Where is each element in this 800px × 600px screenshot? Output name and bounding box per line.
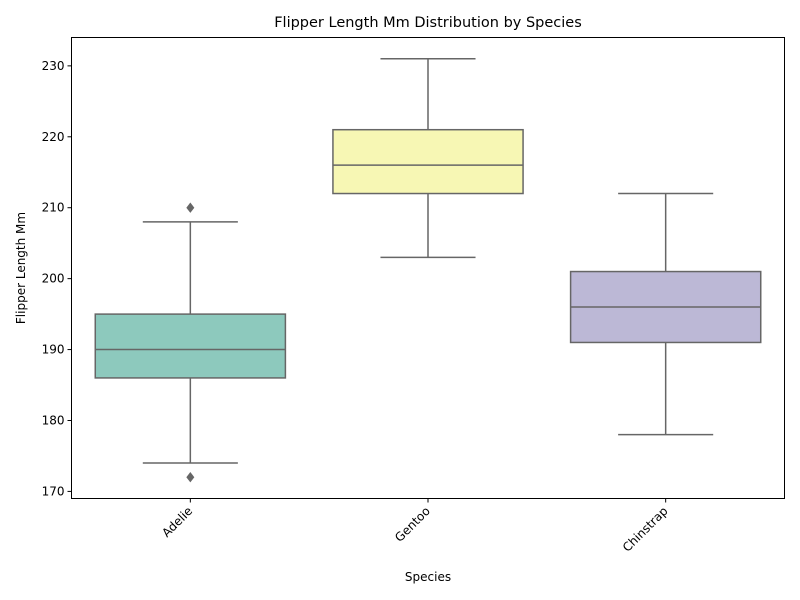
y-tick-label: 170	[42, 484, 65, 498]
chart-title: Flipper Length Mm Distribution by Specie…	[274, 15, 582, 31]
y-tick-label: 180	[42, 413, 65, 427]
box-group-adelie	[94, 202, 287, 483]
iqr-box	[94, 313, 287, 379]
x-tick-label: Adelie	[159, 504, 195, 540]
y-axis: 170 180 190 200 210 220 230	[42, 59, 72, 498]
box-group-gentoo	[332, 58, 524, 259]
y-tick-label: 210	[42, 201, 65, 215]
x-axis: Adelie Gentoo Chinstrap	[159, 498, 671, 555]
x-tick-label: Chinstrap	[620, 504, 671, 555]
outlier-point	[186, 472, 195, 483]
x-axis-label: Species	[405, 570, 451, 584]
outlier-point	[186, 202, 195, 213]
y-axis-label: Flipper Length Mm	[14, 212, 28, 324]
y-tick-label: 190	[42, 343, 65, 357]
x-tick-label: Gentoo	[392, 504, 433, 545]
plot-area	[94, 58, 762, 483]
y-tick-label: 220	[42, 130, 65, 144]
y-tick-label: 230	[42, 59, 65, 73]
iqr-box	[332, 128, 524, 195]
y-tick-label: 200	[42, 272, 65, 286]
box-group-chinstrap	[569, 192, 762, 436]
